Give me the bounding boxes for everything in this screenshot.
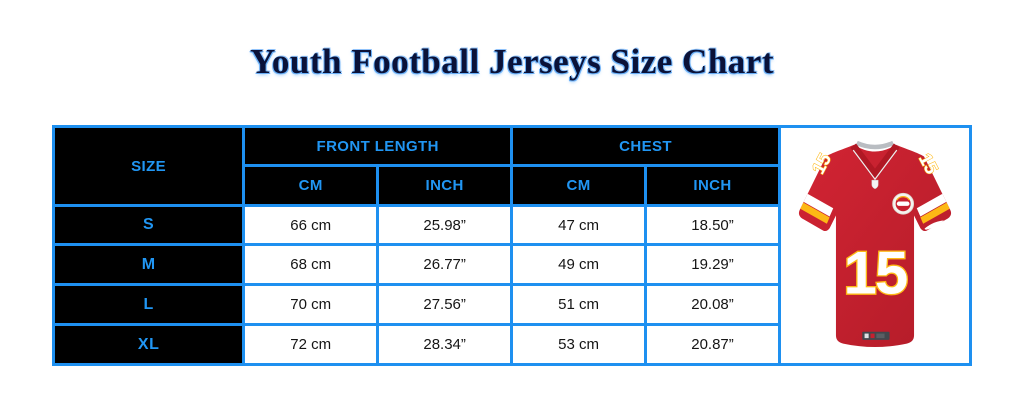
- header-front-length: FRONT LENGTH: [245, 128, 511, 164]
- front-inch-cell: 25.98”: [379, 207, 511, 243]
- front-cm-cell: 68 cm: [245, 246, 377, 283]
- front-cm-cell: 70 cm: [245, 286, 377, 323]
- nfl-shield-icon: [871, 179, 879, 190]
- chest-cm-cell: 47 cm: [513, 207, 645, 243]
- jersey-image: 15 15 15: [798, 140, 952, 347]
- chest-inch-cell: 19.29”: [647, 246, 778, 283]
- size-cell: S: [55, 207, 243, 243]
- collar-back-strip: [855, 140, 895, 150]
- jock-tag: [862, 331, 890, 340]
- sleeve-stripes: [798, 191, 952, 224]
- nike-swoosh-icon: [924, 220, 945, 230]
- size-cell: XL: [55, 326, 243, 363]
- size-cell: M: [55, 246, 243, 283]
- jersey-photo-panel: 15 15 15: [781, 128, 969, 363]
- size-table: SIZE FRONT LENGTH CHEST CM INCH CM INCH …: [55, 128, 778, 363]
- header-size: SIZE: [55, 128, 243, 204]
- chiefs-patch-icon: [892, 192, 915, 215]
- chest-inch-cell: 20.08”: [647, 286, 778, 323]
- chest-inch-cell: 20.87”: [647, 326, 778, 363]
- collar-piping: [852, 149, 898, 181]
- chest-inch-cell: 18.50”: [647, 207, 778, 243]
- front-inch-cell: 28.34”: [379, 326, 511, 363]
- header-chest-inch: INCH: [647, 167, 778, 204]
- header-chest: CHEST: [513, 128, 778, 164]
- chest-cm-cell: 51 cm: [513, 286, 645, 323]
- front-inch-cell: 26.77”: [379, 246, 511, 283]
- header-chest-cm: CM: [513, 167, 645, 204]
- front-cm-cell: 66 cm: [245, 207, 377, 243]
- header-front-inch: INCH: [379, 167, 511, 204]
- chest-number: 15: [843, 240, 907, 307]
- front-inch-cell: 27.56”: [379, 286, 511, 323]
- chest-cm-cell: 49 cm: [513, 246, 645, 283]
- header-front-cm: CM: [245, 167, 377, 204]
- jersey-body: [798, 144, 952, 347]
- page-title: Youth Football Jerseys Size Chart: [250, 42, 774, 81]
- vneck-collar: [850, 143, 900, 179]
- chest-cm-cell: 53 cm: [513, 326, 645, 363]
- size-cell: L: [55, 286, 243, 323]
- size-chart-container: SIZE FRONT LENGTH CHEST CM INCH CM INCH …: [52, 125, 972, 366]
- front-cm-cell: 72 cm: [245, 326, 377, 363]
